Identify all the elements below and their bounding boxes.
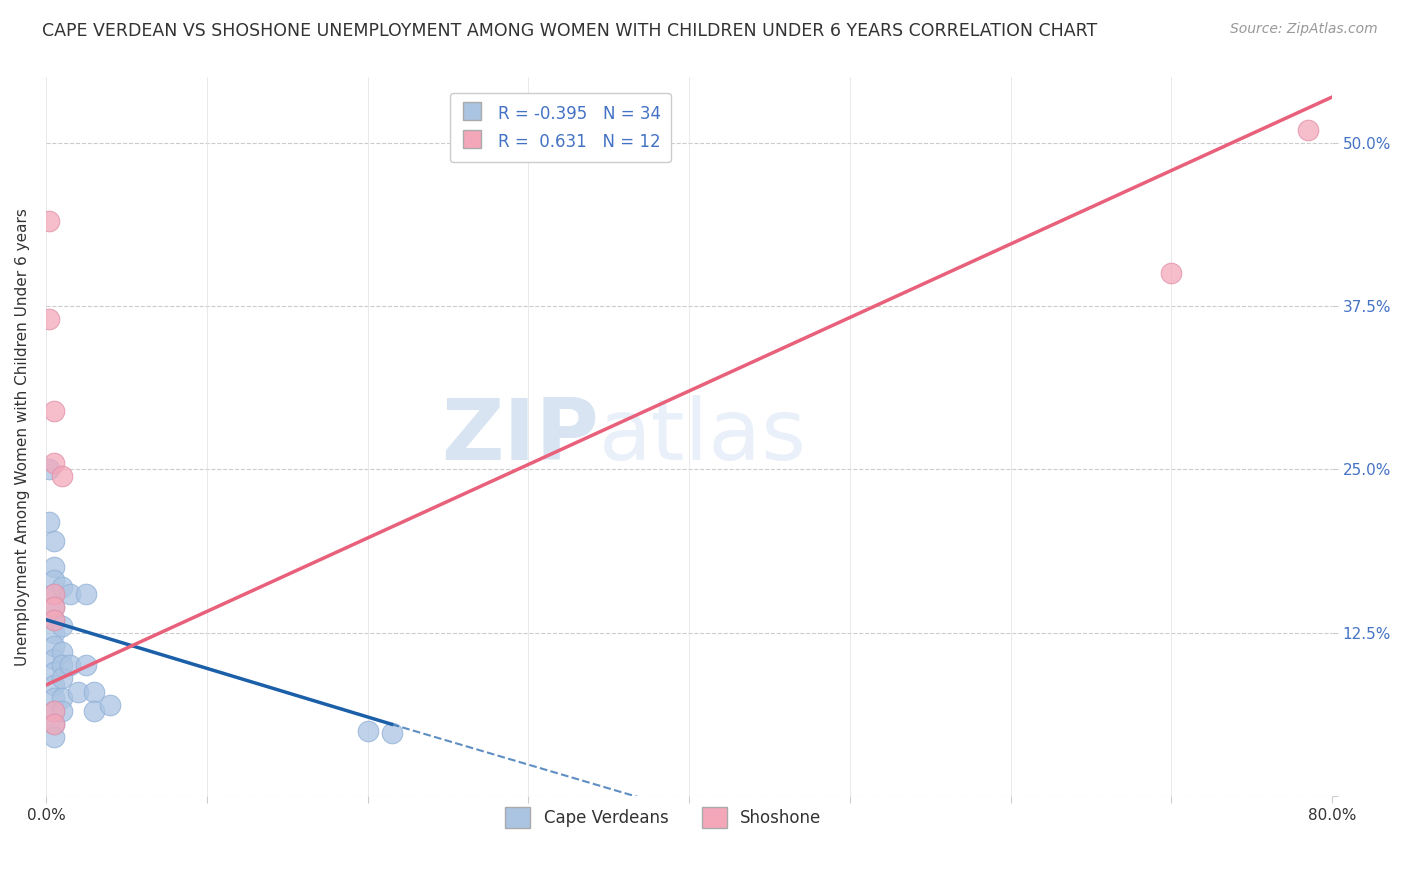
- Point: [67, 684, 90, 698]
- Point: [59, 658, 82, 673]
- Point: [42, 560, 65, 574]
- Point: [42, 678, 65, 692]
- Text: ZIP: ZIP: [441, 395, 599, 478]
- Point: [42, 613, 65, 627]
- Point: [42, 625, 65, 640]
- Point: [51, 672, 73, 686]
- Text: Source: ZipAtlas.com: Source: ZipAtlas.com: [1230, 22, 1378, 37]
- Point: [38, 214, 60, 228]
- Point: [51, 645, 73, 659]
- Text: CAPE VERDEAN VS SHOSHONE UNEMPLOYMENT AMONG WOMEN WITH CHILDREN UNDER 6 YEARS CO: CAPE VERDEAN VS SHOSHONE UNEMPLOYMENT AM…: [42, 22, 1098, 40]
- Point: [38, 515, 60, 529]
- Point: [42, 717, 65, 731]
- Point: [75, 658, 97, 673]
- Y-axis label: Unemployment Among Women with Children Under 6 years: Unemployment Among Women with Children U…: [15, 208, 30, 665]
- Text: atlas: atlas: [599, 395, 807, 478]
- Point: [42, 639, 65, 653]
- Point: [42, 534, 65, 549]
- Point: [51, 691, 73, 706]
- Point: [42, 704, 65, 718]
- Point: [356, 723, 378, 738]
- Point: [83, 684, 105, 698]
- Point: [42, 456, 65, 470]
- Point: [42, 574, 65, 588]
- Point: [42, 599, 65, 614]
- Point: [75, 586, 97, 600]
- Point: [51, 658, 73, 673]
- Point: [59, 586, 82, 600]
- Point: [381, 726, 404, 740]
- Point: [42, 704, 65, 718]
- Point: [51, 619, 73, 633]
- Point: [98, 698, 121, 712]
- Point: [42, 691, 65, 706]
- Point: [83, 704, 105, 718]
- Point: [42, 586, 65, 600]
- Point: [51, 580, 73, 594]
- Point: [1160, 267, 1182, 281]
- Point: [38, 312, 60, 326]
- Legend: Cape Verdeans, Shoshone: Cape Verdeans, Shoshone: [499, 801, 828, 835]
- Point: [42, 717, 65, 731]
- Point: [51, 704, 73, 718]
- Point: [42, 586, 65, 600]
- Point: [42, 731, 65, 745]
- Point: [42, 652, 65, 666]
- Point: [42, 665, 65, 679]
- Point: [42, 403, 65, 417]
- Point: [1296, 122, 1319, 136]
- Point: [38, 462, 60, 476]
- Point: [42, 599, 65, 614]
- Point: [42, 613, 65, 627]
- Point: [51, 469, 73, 483]
